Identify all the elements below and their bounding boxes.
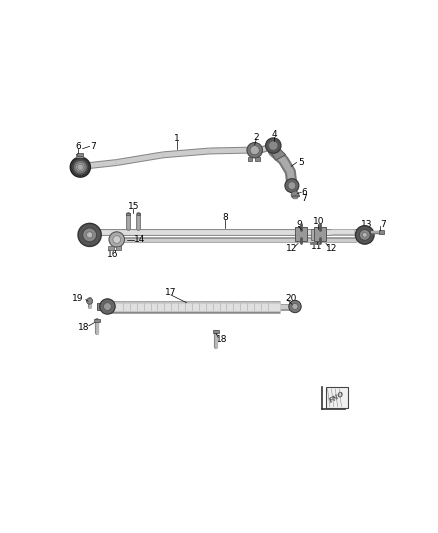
Bar <box>326 387 348 408</box>
Circle shape <box>288 182 296 189</box>
Text: 13: 13 <box>360 220 372 229</box>
Text: 7: 7 <box>91 142 96 151</box>
Text: 15: 15 <box>128 202 140 211</box>
Text: 17: 17 <box>165 288 177 297</box>
Polygon shape <box>270 149 286 160</box>
Text: 7: 7 <box>301 194 307 203</box>
Text: 11: 11 <box>311 242 322 251</box>
Text: 12: 12 <box>286 244 297 253</box>
Circle shape <box>70 157 90 177</box>
Text: 10: 10 <box>312 217 324 227</box>
Text: 8: 8 <box>223 213 228 222</box>
Text: 4: 4 <box>271 130 277 139</box>
Circle shape <box>77 164 83 170</box>
Bar <box>127 213 131 215</box>
Circle shape <box>103 303 111 310</box>
Circle shape <box>109 232 124 247</box>
Circle shape <box>83 228 97 242</box>
Text: 6: 6 <box>75 142 81 151</box>
Bar <box>295 227 307 241</box>
Circle shape <box>285 179 299 192</box>
Bar <box>314 227 326 241</box>
Text: 2: 2 <box>254 133 259 142</box>
Text: 19: 19 <box>72 294 84 303</box>
Circle shape <box>87 298 93 304</box>
Bar <box>311 229 326 239</box>
Circle shape <box>250 146 259 155</box>
Circle shape <box>356 225 374 244</box>
Circle shape <box>76 163 85 172</box>
Bar <box>116 246 121 249</box>
Text: 20: 20 <box>286 294 297 303</box>
Circle shape <box>113 236 120 244</box>
Text: FNO: FNO <box>328 391 346 404</box>
Text: 12: 12 <box>326 244 337 253</box>
Circle shape <box>265 138 281 154</box>
Text: 14: 14 <box>134 235 146 244</box>
Bar <box>379 230 384 234</box>
Text: 9: 9 <box>296 220 302 229</box>
Circle shape <box>100 299 115 314</box>
Text: 7: 7 <box>381 220 386 229</box>
Circle shape <box>292 303 298 310</box>
Bar <box>77 154 83 156</box>
Text: 6: 6 <box>301 188 307 197</box>
Text: 1: 1 <box>174 134 180 143</box>
Circle shape <box>359 230 370 240</box>
Circle shape <box>87 232 93 238</box>
Text: 18: 18 <box>215 335 227 344</box>
Bar <box>97 303 105 310</box>
Circle shape <box>291 191 299 199</box>
Circle shape <box>362 232 367 237</box>
Bar <box>255 157 260 161</box>
Circle shape <box>247 142 262 158</box>
Circle shape <box>78 223 101 246</box>
Bar <box>213 330 219 334</box>
Circle shape <box>268 141 278 150</box>
Bar <box>248 157 252 161</box>
Bar <box>137 213 141 215</box>
Circle shape <box>289 301 301 313</box>
Circle shape <box>73 160 87 174</box>
Text: 18: 18 <box>78 323 90 332</box>
Bar <box>94 319 100 322</box>
Bar <box>108 246 113 249</box>
Text: 3: 3 <box>253 150 259 158</box>
Circle shape <box>72 159 89 175</box>
Text: 5: 5 <box>298 158 304 167</box>
Text: 16: 16 <box>107 249 119 259</box>
